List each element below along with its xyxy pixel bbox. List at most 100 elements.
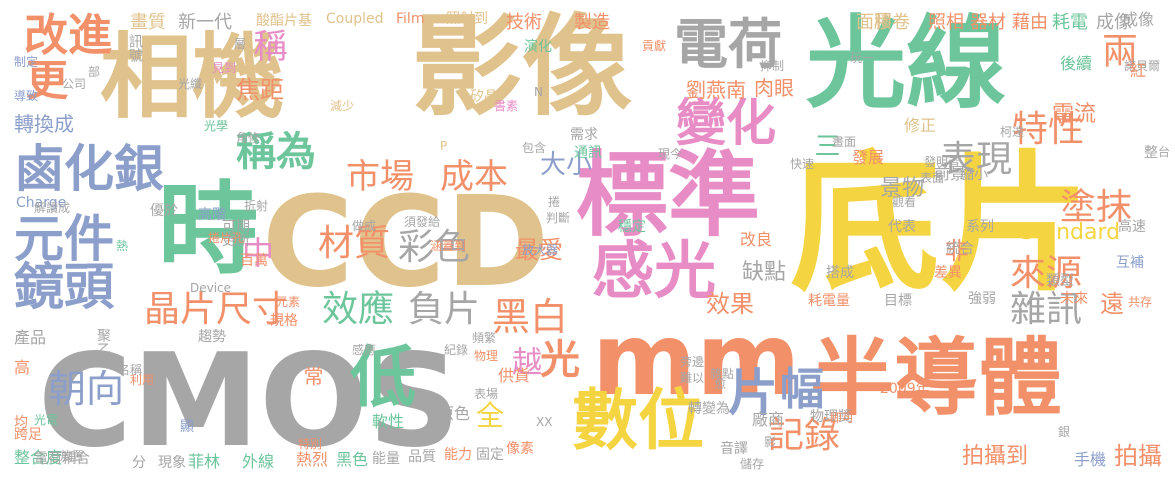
cloud-word: 2009年 [880, 381, 930, 397]
cloud-word: Device [190, 281, 232, 295]
cloud-word: 做成 [352, 219, 377, 233]
cloud-word: 特性 [1012, 109, 1085, 150]
cloud-word: 搭成 [826, 265, 854, 281]
cloud-word: 電荷 [674, 13, 782, 76]
cloud-word: 拍攝 [1114, 442, 1162, 470]
cloud-word: 標準 [576, 142, 761, 249]
cloud-word: 旁邊 [680, 355, 705, 369]
cloud-word: 三 [810, 132, 840, 158]
cloud-word: CMOS [38, 327, 461, 476]
cloud-word: 記錄 [768, 415, 841, 456]
cloud-word: 音譯 [720, 441, 748, 457]
cloud-word: 高 [14, 358, 31, 377]
cloud-word: N [534, 85, 543, 99]
cloud-word: 角修 [236, 131, 261, 145]
cloud-word: 耗電量 [808, 293, 850, 309]
cloud-word: 捲 [548, 195, 561, 209]
cloud-word: 廠商 [752, 410, 785, 429]
cloud-word: 能力 [444, 447, 472, 463]
cloud-word: 相機 [100, 24, 285, 131]
cloud-word: 畫面 [832, 135, 857, 149]
cloud-word: 黑色 [336, 450, 369, 469]
cloud-word: 演化 [524, 39, 552, 55]
cloud-word: 互補 [1116, 255, 1144, 271]
cloud-word: 中 [237, 236, 275, 268]
cloud-word: 共存 [1128, 295, 1153, 309]
cloud-word: 半導體 [810, 329, 1063, 427]
cloud-word: 成像 [1122, 10, 1155, 29]
cloud-word: 塗抹 [1060, 187, 1133, 228]
cloud-word: 數位 [572, 382, 704, 459]
cloud-word: 書素 [494, 99, 519, 113]
cloud-word: 材質 [318, 223, 391, 264]
cloud-word: 部 [88, 65, 101, 79]
cloud-word: 熱烈 [296, 450, 329, 469]
cloud-word: Standard [1020, 220, 1121, 245]
cloud-word: 包含 [522, 141, 547, 155]
cloud-word: 面積 [856, 12, 892, 33]
cloud-word: 時 [158, 171, 258, 288]
cloud-word: 制定 [14, 55, 39, 69]
cloud-word: 須發給 [404, 215, 441, 229]
cloud-word: Charge [16, 195, 67, 211]
cloud-word: 抑制 [760, 59, 785, 73]
cloud-word: 外線 [242, 452, 275, 471]
cloud-word: CCD [262, 170, 550, 315]
cloud-word: 高階 [198, 207, 226, 223]
cloud-word: 晶片尺寸 [144, 289, 289, 330]
cloud-word: 光線 [806, 5, 1006, 122]
cloud-word: 利用 [130, 373, 155, 387]
cloud-word: mm [592, 301, 801, 418]
cloud-word: 穩定 [618, 219, 646, 235]
cloud-word: 最愛 [515, 236, 563, 264]
cloud-word: 效果 [706, 290, 754, 318]
cloud-word: 品質 [408, 449, 436, 465]
cloud-word: 可期 [222, 219, 250, 235]
cloud-word: 影 [764, 435, 777, 449]
cloud-word: 見到 [212, 61, 237, 75]
cloud-word: 聚乙 [95, 328, 111, 356]
cloud-word: XX [536, 415, 553, 429]
cloud-word: 目標 [884, 293, 912, 309]
cloud-word: 物理 [474, 349, 499, 363]
cloud-word: 矽晶 [470, 89, 498, 105]
cloud-word: 景物 [880, 176, 925, 201]
cloud-word: 變化 [676, 94, 776, 152]
cloud-word: 頻繁 [472, 331, 497, 345]
cloud-word: 諾貝爾 [1124, 59, 1161, 73]
cloud-word: 菲林 [188, 452, 221, 471]
cloud-word: 愈 [714, 377, 727, 391]
cloud-word: 表現 [940, 139, 1013, 180]
cloud-word: 固定 [476, 447, 504, 463]
cloud-word: 高速 [1118, 219, 1146, 235]
cloud-word: 整合度 [14, 448, 63, 467]
cloud-word: X [146, 416, 157, 435]
cloud-word: 系列 [966, 219, 994, 235]
cloud-word: 大小 [540, 150, 593, 180]
cloud-word: 朝向 [48, 367, 125, 411]
cloud-word: 表場 [474, 387, 499, 401]
cloud-word: Coupled [326, 11, 384, 27]
cloud-word: 全 [476, 399, 505, 432]
cloud-word: 照射到 [446, 11, 488, 27]
cloud-word: 縮小 [960, 167, 988, 183]
cloud-word: 焦距 [236, 76, 284, 104]
cloud-word: 放置 [60, 449, 85, 463]
cloud-word: 非 [940, 238, 968, 262]
cloud-word: 像素 [506, 441, 534, 457]
cloud-word: 雜訊 [1010, 289, 1083, 330]
cloud-word: 解讀成 [34, 201, 71, 215]
cloud-word: 稱 [247, 28, 287, 62]
cloud-word: 類型 [1046, 273, 1074, 289]
cloud-word: 需求 [570, 127, 598, 143]
cloud-word: 訊號 [127, 34, 143, 62]
cloud-word: 後續 [1060, 54, 1093, 73]
cloud-word: 改進 [24, 10, 112, 61]
cloud-word: 藉由 [1012, 12, 1048, 33]
cloud-word: 快速 [790, 157, 815, 171]
cloud-word: 判斷 [546, 211, 571, 225]
cloud-word: 耗電 [1052, 12, 1088, 33]
cloud-word: 能量 [372, 451, 400, 467]
cloud-word: 遠 [1100, 290, 1124, 318]
